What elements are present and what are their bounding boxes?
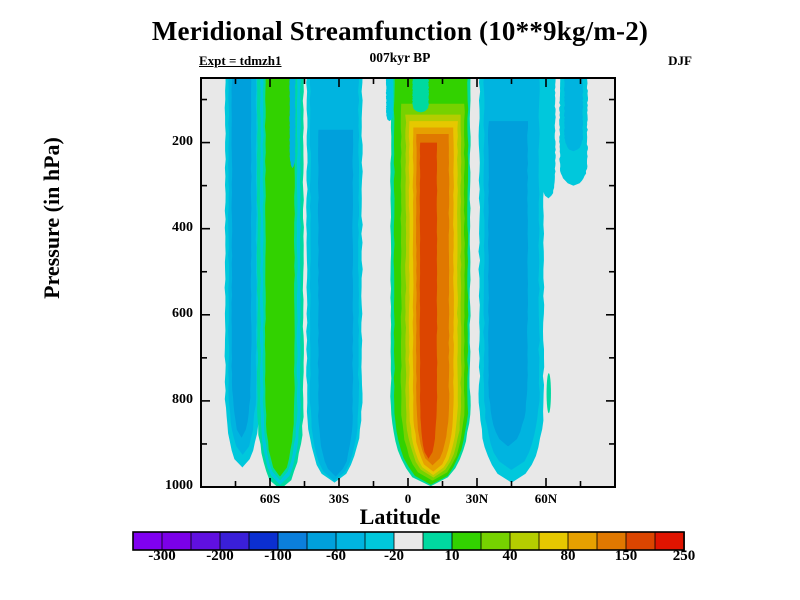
experiment-label: Expt = tdmzh1 <box>199 53 282 68</box>
y-tick-label: 200 <box>172 133 193 149</box>
x-tick-label: 30S <box>328 491 350 506</box>
x-tick-label: 0 <box>404 491 412 506</box>
y-tick-label: 800 <box>172 391 193 407</box>
colorbar-tick-label: 250 <box>672 548 696 564</box>
y-tick-label: 600 <box>172 305 193 321</box>
season-label: DJF <box>668 53 692 68</box>
colorbar <box>132 531 685 551</box>
colorbar-tick-label: 80 <box>560 548 576 564</box>
colorbar-tick-label: -60 <box>326 548 346 564</box>
colorbar-tick-label: -20 <box>384 548 404 564</box>
chart-title: Meridional Streamfunction (10**9kg/m-2) <box>151 16 649 46</box>
colorbar-tick-label: -200 <box>206 548 234 564</box>
period-label: 007kyr BP <box>369 50 431 65</box>
plot-frame <box>200 77 616 488</box>
colorbar-tick-label: 150 <box>614 548 638 564</box>
contour-bands <box>224 78 588 487</box>
colorbar-tick-label: 40 <box>502 548 518 564</box>
x-tick-label: 60N <box>534 491 558 506</box>
x-tick-label: 60S <box>259 491 281 506</box>
x-axis-label: Latitude <box>359 504 441 529</box>
colorbar-tick-label: -300 <box>148 548 176 564</box>
y-tick-label: 1000 <box>165 478 193 493</box>
y-tick-label: 400 <box>172 219 193 235</box>
x-tick-label: 30N <box>465 491 489 506</box>
colorbar-tick-label: -100 <box>264 548 292 564</box>
colorbar-tick-label: 10 <box>444 548 460 564</box>
